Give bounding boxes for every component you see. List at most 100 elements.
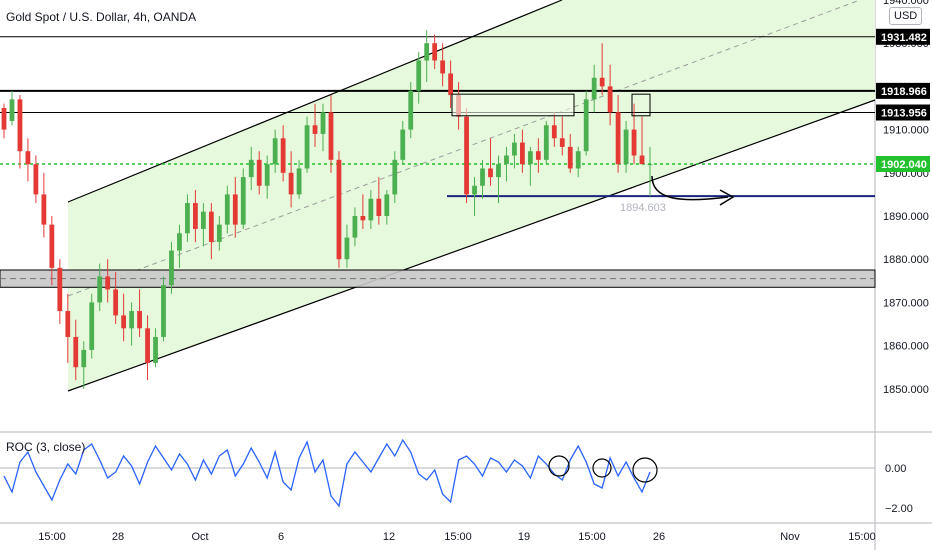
candle bbox=[105, 259, 111, 303]
candle bbox=[200, 203, 206, 247]
candle bbox=[320, 103, 326, 152]
candle-body bbox=[464, 116, 469, 195]
candle bbox=[464, 108, 469, 204]
time-tick-label: 28 bbox=[112, 531, 124, 543]
time-tick-label: 15:00 bbox=[38, 531, 66, 543]
price-tick-label: 1880.000 bbox=[883, 254, 929, 266]
candle-body bbox=[336, 159, 342, 260]
candle-body bbox=[496, 164, 501, 178]
candle-body bbox=[9, 99, 15, 121]
candle-body bbox=[599, 77, 605, 87]
candle bbox=[1, 103, 7, 139]
candle-body bbox=[575, 151, 581, 169]
candle bbox=[73, 319, 79, 381]
candle bbox=[153, 328, 158, 368]
candle-body bbox=[65, 311, 71, 337]
candle-body bbox=[416, 60, 422, 91]
candle-body bbox=[631, 129, 637, 156]
channel-midline bbox=[67, 0, 861, 297]
candle bbox=[424, 30, 430, 83]
candle bbox=[432, 34, 438, 70]
candle-body bbox=[177, 233, 182, 251]
candle-body bbox=[89, 302, 95, 350]
candle bbox=[488, 138, 493, 186]
candles bbox=[1, 30, 653, 389]
candle-body bbox=[137, 311, 142, 329]
candle bbox=[607, 64, 613, 126]
time-tick-label: 12 bbox=[383, 531, 395, 543]
candle-body bbox=[512, 142, 517, 156]
candle-body bbox=[49, 224, 55, 268]
chart-title: Gold Spot / U.S. Dollar, 4h, OANDA bbox=[6, 10, 197, 24]
candle bbox=[352, 207, 358, 247]
candle bbox=[256, 151, 262, 195]
roc-tick-label: −2.00 bbox=[885, 503, 913, 515]
time-tick-label: 19 bbox=[518, 531, 530, 543]
projection-arrowhead bbox=[719, 189, 735, 206]
candle bbox=[49, 216, 55, 286]
price-label-text: 1913.956 bbox=[881, 108, 927, 120]
candle-body bbox=[57, 267, 63, 312]
time-tick-label: 15:00 bbox=[848, 531, 876, 543]
roc-circle-annotation bbox=[592, 458, 612, 478]
roc-circle-annotation bbox=[548, 455, 570, 477]
candle-body bbox=[567, 146, 573, 169]
price-label: 1902.040 bbox=[876, 155, 930, 172]
price-tick-label: 1850.000 bbox=[883, 384, 929, 396]
candle bbox=[240, 168, 246, 229]
candle bbox=[185, 194, 190, 242]
candle bbox=[567, 133, 573, 173]
candle bbox=[57, 259, 63, 324]
candle-body bbox=[17, 99, 23, 152]
candle bbox=[280, 125, 286, 182]
price-label-box bbox=[876, 155, 930, 172]
time-tick-label: Nov bbox=[780, 531, 800, 543]
candle-body bbox=[304, 125, 310, 169]
candle bbox=[169, 241, 174, 294]
candle bbox=[543, 120, 549, 165]
candle-body bbox=[360, 216, 366, 221]
price-tick-label: 1940.000 bbox=[883, 0, 929, 7]
candle bbox=[408, 82, 414, 139]
price-label: 1918.966 bbox=[876, 82, 930, 99]
candle bbox=[496, 155, 501, 204]
candle-body bbox=[312, 125, 318, 134]
candle-body bbox=[376, 198, 382, 216]
support-zone bbox=[0, 269, 876, 288]
candle-body bbox=[368, 198, 374, 221]
candle-body bbox=[527, 151, 533, 165]
candle-body bbox=[256, 159, 262, 186]
candle bbox=[392, 151, 398, 204]
candle-body bbox=[607, 86, 613, 113]
candle bbox=[480, 159, 485, 199]
candle bbox=[33, 155, 39, 204]
candle bbox=[535, 138, 541, 173]
currency-button[interactable]: USD bbox=[889, 7, 923, 25]
candle-body bbox=[73, 336, 79, 368]
candle-body bbox=[216, 224, 222, 242]
candle bbox=[65, 293, 71, 363]
candle-body bbox=[543, 125, 549, 160]
candle-body bbox=[33, 164, 39, 195]
candle bbox=[121, 293, 127, 342]
candle bbox=[591, 64, 597, 113]
candle bbox=[248, 146, 254, 191]
candle-body bbox=[25, 151, 31, 165]
price-label-text: 1918.966 bbox=[881, 86, 927, 98]
candle-body bbox=[520, 142, 525, 165]
time-tick-label: 15:00 bbox=[444, 531, 472, 543]
candle bbox=[17, 95, 23, 169]
candle bbox=[512, 133, 517, 169]
candle bbox=[472, 177, 477, 216]
candle-body bbox=[551, 125, 557, 139]
candle-body bbox=[488, 168, 493, 178]
candle-body bbox=[193, 203, 198, 229]
candle bbox=[113, 272, 119, 324]
roc-circle-annotation bbox=[632, 457, 658, 483]
candle-body bbox=[392, 159, 398, 195]
candle bbox=[400, 120, 406, 165]
candle bbox=[360, 194, 366, 229]
candle bbox=[129, 302, 134, 346]
candle bbox=[304, 116, 310, 173]
